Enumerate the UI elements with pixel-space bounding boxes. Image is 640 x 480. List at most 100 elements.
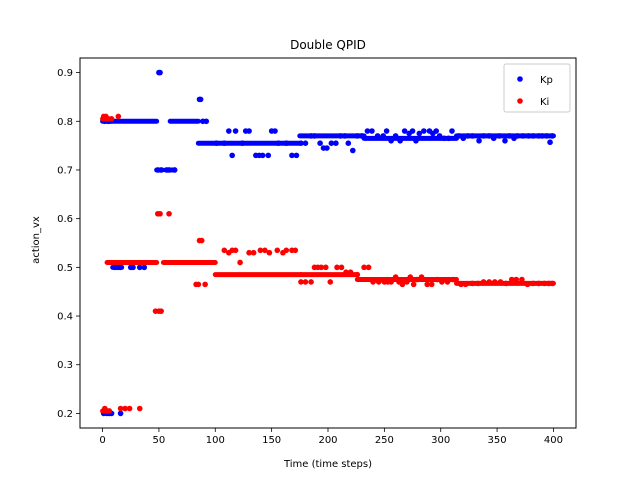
data-point [359, 133, 365, 139]
data-point [508, 276, 515, 283]
data-point [141, 264, 148, 271]
data-point [399, 281, 406, 288]
data-point [272, 128, 278, 134]
x-tick-label: 350 [488, 435, 507, 446]
data-point [520, 133, 526, 139]
data-point [543, 133, 550, 139]
data-point [354, 271, 361, 278]
data-point [158, 308, 164, 314]
data-point [409, 128, 416, 134]
data-point [410, 281, 417, 288]
data-point [524, 281, 531, 288]
data-point [333, 140, 339, 146]
data-point [266, 249, 273, 256]
data-point [530, 280, 536, 287]
data-point [388, 279, 394, 285]
data-point [171, 167, 178, 173]
data-point [450, 276, 456, 283]
data-point [433, 128, 440, 134]
data-point [283, 247, 290, 254]
data-point [361, 264, 367, 271]
data-point [480, 279, 487, 285]
data-point [436, 133, 443, 139]
data-point [246, 249, 252, 256]
data-point [439, 279, 445, 285]
y-tick-label: 0.3 [57, 360, 73, 371]
data-point [383, 128, 390, 134]
data-point [343, 269, 349, 276]
data-point [547, 139, 553, 146]
data-point [318, 264, 325, 271]
data-point [513, 276, 520, 283]
data-point [108, 116, 115, 122]
data-point [421, 128, 427, 134]
data-point [239, 140, 246, 146]
series-ki [100, 113, 556, 414]
data-point [460, 135, 467, 142]
data-point [492, 279, 498, 285]
plot-area [100, 69, 556, 417]
axes: 0 50 100 150 200 250 300 350 400 0.2 0.3 0.4 0.5 0.6 0… [57, 57, 577, 446]
data-point [418, 274, 425, 280]
data-point [317, 140, 323, 146]
data-point [246, 128, 252, 134]
data-point [117, 264, 124, 271]
data-point [289, 152, 295, 159]
data-point [298, 140, 304, 146]
data-point [232, 247, 239, 254]
data-point [322, 264, 329, 271]
x-tick-label: 300 [431, 435, 450, 446]
legend-label: Ki [540, 97, 549, 108]
data-point [444, 279, 451, 285]
data-point [350, 147, 356, 154]
data-point [397, 137, 403, 144]
data-point [213, 140, 220, 146]
data-point [469, 280, 476, 287]
data-point [302, 279, 309, 285]
data-point [345, 140, 352, 146]
data-point [265, 152, 272, 159]
data-point [414, 276, 420, 283]
data-point [158, 167, 164, 173]
data-point [441, 135, 447, 142]
data-point [232, 128, 239, 134]
data-point [541, 280, 548, 287]
data-point [496, 133, 503, 139]
data-point [369, 128, 375, 134]
data-point [413, 137, 419, 144]
legend-marker [517, 76, 523, 82]
data-point [416, 130, 423, 137]
data-point [157, 210, 163, 217]
x-tick-label: 0 [99, 435, 105, 446]
data-point [324, 145, 330, 151]
data-point [428, 281, 435, 288]
data-point [202, 281, 208, 288]
data-point [203, 118, 210, 125]
legend: Kp Ki [503, 63, 571, 113]
data-point [302, 140, 309, 146]
data-point [117, 410, 124, 417]
data-point [490, 135, 497, 142]
data-point [157, 69, 163, 76]
data-point [388, 137, 394, 144]
data-point [292, 247, 299, 254]
data-point [122, 405, 128, 412]
y-tick-label: 0.4 [57, 312, 73, 323]
data-point [342, 133, 348, 139]
data-point [455, 133, 462, 139]
data-point [392, 133, 399, 139]
data-point [283, 140, 290, 146]
data-point [274, 247, 281, 254]
data-point [298, 279, 304, 285]
data-point [514, 133, 521, 139]
data-point [539, 133, 545, 139]
y-tick-label: 0.2 [57, 409, 73, 420]
data-point [549, 133, 556, 139]
data-point [136, 264, 143, 271]
data-point [229, 152, 235, 159]
data-point [503, 280, 509, 287]
data-point [338, 264, 345, 271]
data-point [354, 133, 361, 139]
y-axis-label: action_vx [31, 216, 42, 264]
data-point [486, 133, 493, 139]
